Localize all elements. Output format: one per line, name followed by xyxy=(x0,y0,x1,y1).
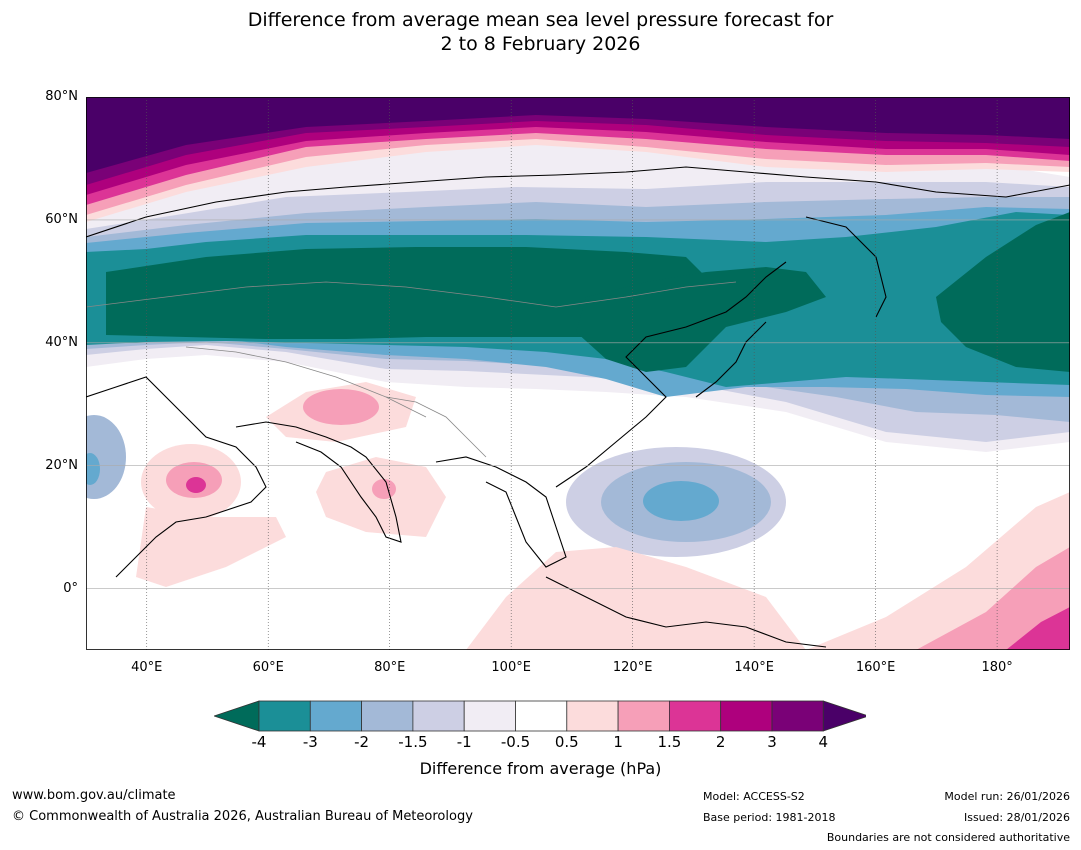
longitude-label: 100°E xyxy=(491,660,531,675)
colorbar-segment xyxy=(463,700,516,732)
longitude-label: 80°E xyxy=(374,660,406,675)
colorbar-segment xyxy=(566,700,619,732)
colorbar-extend-low xyxy=(214,700,260,732)
colorbar-segment xyxy=(668,700,722,732)
longitude-label: 120°E xyxy=(612,660,653,675)
latitude-label: 20°N xyxy=(45,457,78,473)
longitude-label: 60°E xyxy=(252,660,284,675)
colorbar-segment xyxy=(258,700,311,732)
footer-website[interactable]: www.bom.gov.au/climate xyxy=(12,788,176,803)
colorbar-segment xyxy=(617,700,670,732)
colorbar-tick-label: -2 xyxy=(354,733,370,751)
latitude-label: 40°N xyxy=(45,334,78,350)
footer-model: Model: ACCESS-S2 xyxy=(703,790,805,803)
colorbar-tick-label: 4 xyxy=(818,733,829,751)
footer-issued: Issued: 28/01/2026 xyxy=(963,811,1070,824)
colorbar-segment xyxy=(515,700,568,732)
footer-copyright: © Commonwealth of Australia 2026, Austra… xyxy=(12,809,473,824)
colorbar-tick-label: 1.5 xyxy=(657,733,682,751)
colorbar-tick-label: -3 xyxy=(302,733,318,751)
map-title: Difference from average mean sea level p… xyxy=(0,8,1081,56)
colorbar-extend-high xyxy=(822,700,866,732)
anomaly-area-plus-1-bay xyxy=(372,479,396,499)
footer-boundaries-note: Boundaries are not considered authoritat… xyxy=(826,831,1070,844)
colorbar-segment xyxy=(412,700,465,732)
anomaly-area-plus-1-india xyxy=(303,389,379,425)
colorbar xyxy=(214,700,866,732)
graticule xyxy=(86,97,1070,650)
latitude-label: 0° xyxy=(63,580,78,596)
colorbar-segment xyxy=(771,700,824,732)
latitude-label: 60°N xyxy=(45,211,78,227)
longitude-label: 180° xyxy=(981,660,1013,675)
anomaly-area-below-minus-4-west xyxy=(106,247,706,339)
anomaly-area-below-minus-4-pacific xyxy=(936,212,1070,372)
anomaly-area-plus-0.5-indian-ocean xyxy=(136,507,286,587)
colorbar-tick-label: 0.5 xyxy=(554,733,579,751)
anomaly-area-above-plus-4-north xyxy=(86,97,1070,173)
map-frame xyxy=(86,97,1070,650)
anomaly-area-plus-1-pacific xyxy=(916,547,1070,650)
title-line-2: 2 to 8 February 2026 xyxy=(440,33,641,55)
colorbar-segment xyxy=(720,700,773,732)
anomaly-area-pacific-low-core xyxy=(643,481,719,521)
colorbar-tick-label: 2 xyxy=(715,733,726,751)
latitude-label: 80°N xyxy=(45,89,78,104)
coastlines xyxy=(86,166,1070,648)
pressure-anomaly-map xyxy=(86,97,1070,650)
longitude-label: 160°E xyxy=(855,660,896,675)
colorbar-tick-label: -1.5 xyxy=(398,733,428,751)
country-boundaries xyxy=(86,281,737,458)
anomaly-area-plus-1.5-pacific xyxy=(1006,607,1070,650)
colorbar-tick-label: 1 xyxy=(613,733,623,751)
colorbar-segment xyxy=(309,700,363,732)
longitude-label: 40°E xyxy=(131,660,163,675)
colorbar-tick-label: -1 xyxy=(456,733,472,751)
colorbar-tick-label: -4 xyxy=(251,733,267,751)
longitude-label: 140°E xyxy=(734,660,774,675)
footer-model-run: Model run: 26/01/2026 xyxy=(944,790,1070,803)
anomaly-area-red-sea-low-core xyxy=(86,453,100,485)
colorbar-tick-label: 3 xyxy=(767,733,777,751)
footer-base-period: Base period: 1981-2018 xyxy=(703,811,836,824)
title-line-1: Difference from average mean sea level p… xyxy=(247,9,834,31)
anomaly-area-plus-1.5-arabia xyxy=(186,477,206,493)
colorbar-tick-label: -0.5 xyxy=(500,733,531,751)
colorbar-segment xyxy=(361,700,414,732)
colorbar-title: Difference from average (hPa) xyxy=(419,759,662,778)
anomaly-area-below-minus-4-east xyxy=(576,267,826,372)
